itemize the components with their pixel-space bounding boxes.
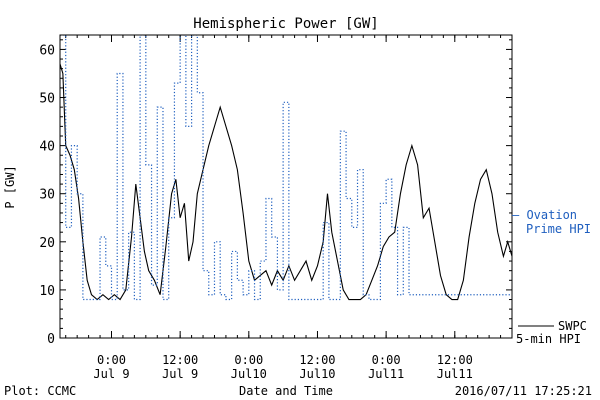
y-tick-label: 40 bbox=[39, 140, 55, 155]
x-tick-label-date: Jul11 bbox=[368, 367, 404, 381]
x-axis-label: Date and Time bbox=[239, 384, 333, 398]
footer-timestamp: 2016/07/11 17:25:21 bbox=[455, 384, 592, 398]
x-tick-label-time: 12:00 bbox=[299, 353, 335, 367]
x-tick-label-date: Jul10 bbox=[299, 367, 335, 381]
y-tick-label: 50 bbox=[39, 92, 55, 107]
x-tick-label-time: 12:00 bbox=[437, 353, 473, 367]
series-line-swpc bbox=[60, 63, 512, 301]
x-tick-label-date: Jul 9 bbox=[162, 367, 198, 381]
legend-swpc-line1: SWPC bbox=[558, 319, 587, 333]
x-tick-label-time: 12:00 bbox=[162, 353, 198, 367]
legend-ovation-line1: — Ovation bbox=[512, 208, 577, 222]
x-tick-label-date: Jul10 bbox=[231, 367, 267, 381]
x-tick-label-time: 0:00 bbox=[372, 353, 401, 367]
legend-swpc-line2: 5-min HPI bbox=[516, 332, 581, 346]
series-line-ovation-prime bbox=[60, 35, 512, 301]
x-tick-label-date: Jul 9 bbox=[93, 367, 129, 381]
footer-credit: Plot: CCMC bbox=[4, 384, 76, 398]
plot-frame bbox=[59, 34, 513, 339]
y-axis: 0 10 20 30 40 50 60 bbox=[39, 39, 512, 347]
x-tick-label-time: 0:00 bbox=[234, 353, 263, 367]
y-tick-label: 60 bbox=[39, 43, 55, 58]
y-tick-label: 10 bbox=[39, 284, 55, 299]
y-tick-label: 0 bbox=[47, 332, 55, 347]
plot-area bbox=[60, 35, 512, 301]
x-tick-label-date: Jul11 bbox=[437, 367, 473, 381]
y-axis-label: P [GW] bbox=[3, 165, 17, 208]
y-tick-label: 20 bbox=[39, 236, 55, 251]
x-tick-label-time: 0:00 bbox=[97, 353, 126, 367]
y-tick-label: 30 bbox=[39, 188, 55, 203]
chart-title: Hemispheric Power [GW] bbox=[193, 16, 378, 32]
legend-ovation-line2: Prime HPI bbox=[526, 222, 591, 236]
